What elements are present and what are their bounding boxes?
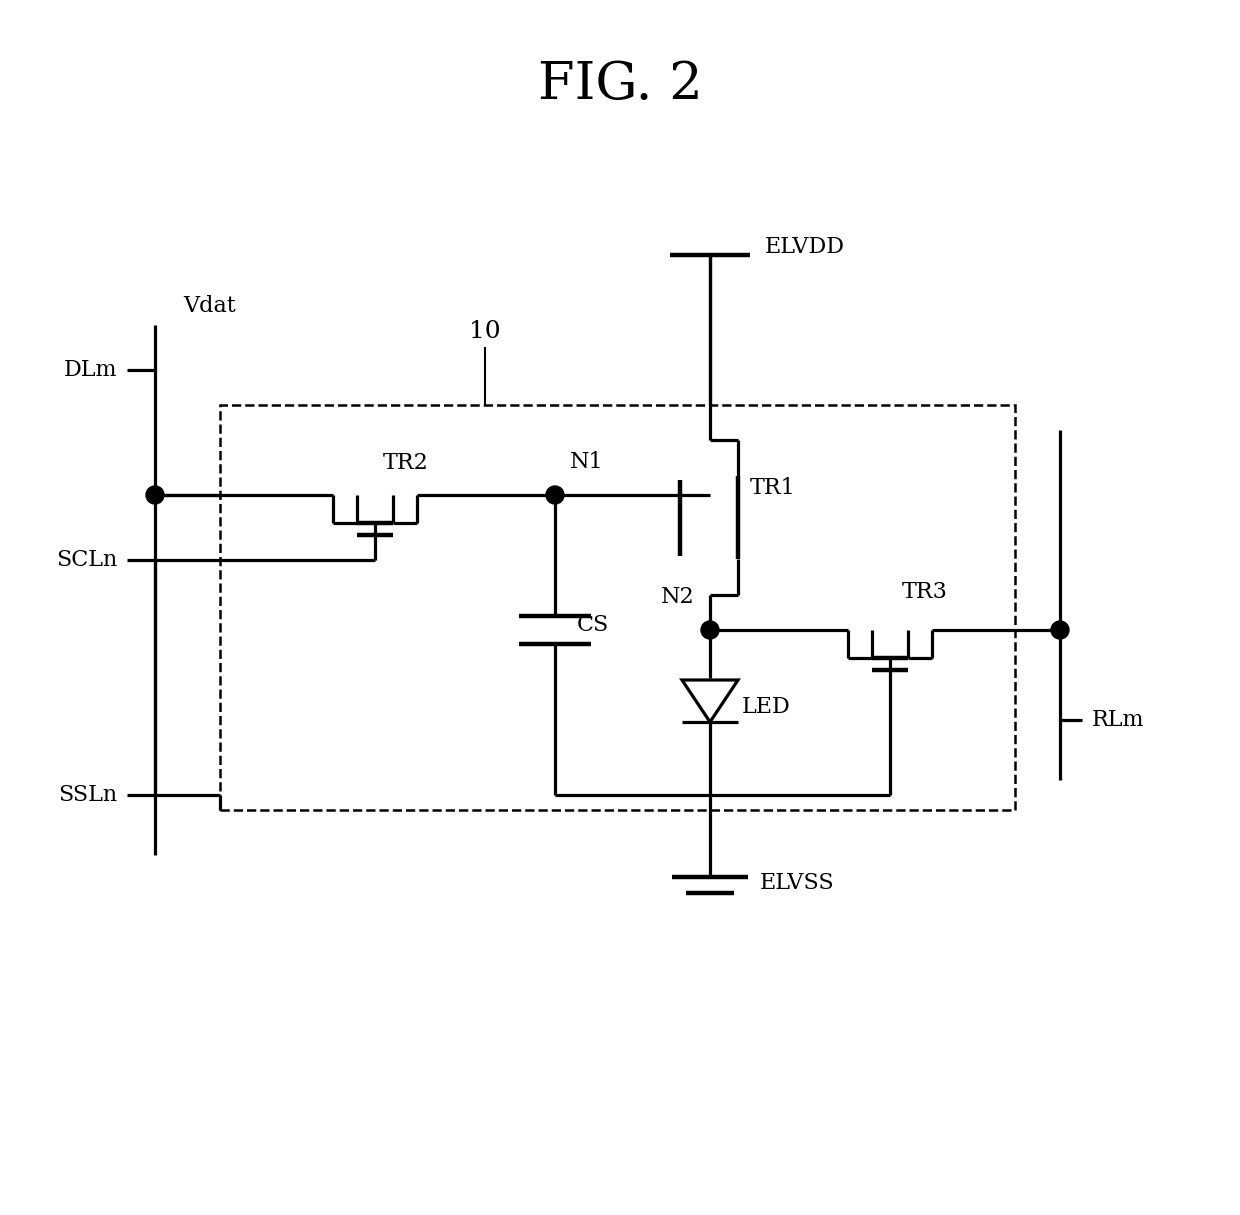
- Text: DLm: DLm: [63, 358, 117, 382]
- Text: 10: 10: [469, 320, 501, 343]
- Text: TR3: TR3: [901, 581, 947, 603]
- Text: CS: CS: [577, 614, 609, 635]
- Bar: [219, 405, 1016, 810]
- Text: N2: N2: [661, 586, 694, 608]
- Text: SCLn: SCLn: [56, 549, 117, 571]
- Text: RLm: RLm: [1092, 710, 1145, 731]
- Circle shape: [146, 486, 164, 504]
- Text: N1: N1: [570, 451, 604, 473]
- Text: FIG. 2: FIG. 2: [538, 60, 702, 111]
- Text: TR2: TR2: [383, 452, 429, 474]
- Text: Vdat: Vdat: [184, 295, 236, 317]
- Text: ELVSS: ELVSS: [760, 872, 835, 894]
- Circle shape: [546, 486, 564, 504]
- Text: LED: LED: [742, 696, 791, 718]
- Text: TR1: TR1: [750, 476, 796, 498]
- Circle shape: [1052, 621, 1069, 639]
- Text: SSLn: SSLn: [58, 784, 117, 806]
- Text: ELVDD: ELVDD: [765, 236, 844, 258]
- Circle shape: [701, 621, 719, 639]
